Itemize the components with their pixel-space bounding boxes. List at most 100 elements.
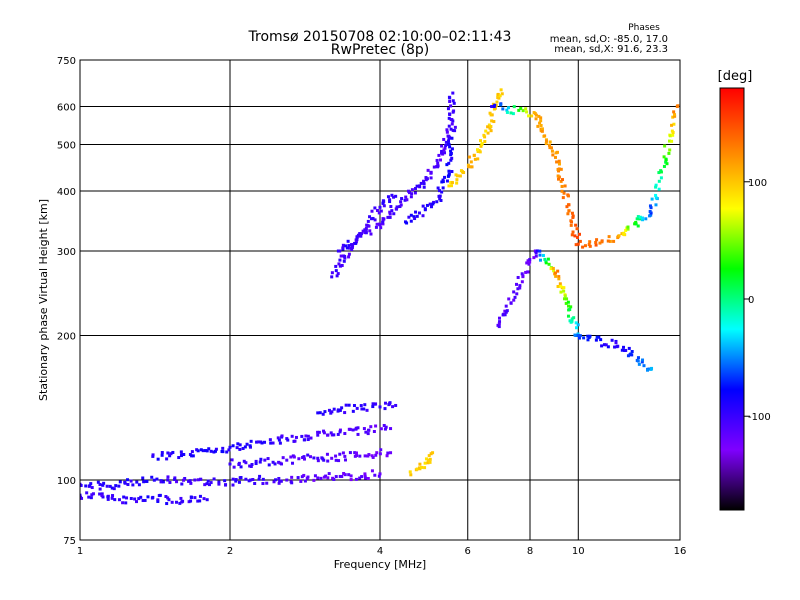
data-point — [201, 449, 205, 453]
data-point — [334, 264, 338, 268]
data-point — [150, 475, 154, 479]
data-point — [230, 458, 234, 462]
data-point — [430, 204, 434, 208]
data-point — [245, 442, 249, 446]
data-point — [497, 316, 501, 320]
data-point — [392, 195, 396, 199]
data-point — [549, 146, 553, 150]
data-point — [110, 496, 114, 500]
data-point — [190, 454, 194, 458]
data-point — [505, 108, 509, 112]
data-point — [316, 430, 320, 434]
data-point — [236, 442, 240, 446]
data-point — [445, 128, 449, 132]
data-point — [566, 314, 570, 318]
data-point — [450, 122, 454, 126]
data-point — [342, 471, 346, 475]
data-point — [520, 280, 524, 284]
x-tick-label: 2 — [227, 546, 233, 557]
data-point — [635, 217, 639, 221]
data-point — [182, 478, 186, 482]
chart-subtitle: RwPretec (8p) — [331, 42, 429, 58]
data-point — [665, 162, 669, 166]
data-point — [449, 158, 453, 162]
data-point — [135, 500, 139, 504]
data-point — [373, 473, 377, 477]
data-point — [524, 270, 528, 274]
data-point — [511, 112, 515, 116]
data-point — [347, 246, 351, 250]
data-point — [343, 473, 347, 477]
data-point — [168, 480, 172, 484]
data-point — [562, 289, 566, 293]
data-point — [254, 462, 258, 466]
data-point — [429, 170, 433, 174]
data-point — [548, 146, 552, 150]
data-point — [80, 496, 84, 500]
data-point — [121, 501, 125, 505]
data-point — [137, 497, 141, 501]
chart-title: Tromsø 20150708 02:10:00–02:11:43 — [248, 29, 512, 45]
y-tick-label: 600 — [57, 103, 76, 114]
data-point — [281, 456, 285, 460]
data-point — [338, 452, 342, 456]
data-point — [381, 220, 385, 224]
data-point — [370, 454, 374, 458]
data-point — [156, 498, 160, 502]
data-point — [512, 298, 516, 302]
data-point — [377, 474, 381, 478]
data-point — [536, 124, 540, 128]
data-point — [238, 447, 242, 451]
data-point — [260, 441, 264, 445]
data-point — [452, 101, 456, 105]
data-point — [518, 284, 522, 288]
data-point — [423, 461, 427, 465]
data-point — [198, 499, 202, 503]
plot-area: 1 2 4 6 8 10 16 75 100 200 300 400 500 600 750 — [57, 56, 686, 557]
data-point — [239, 476, 243, 480]
data-point — [189, 481, 193, 485]
data-point — [196, 499, 200, 503]
data-point — [515, 292, 519, 296]
data-point — [440, 180, 444, 184]
data-point — [338, 264, 342, 268]
data-point — [266, 457, 270, 461]
data-point — [435, 158, 439, 162]
data-point — [152, 478, 156, 482]
data-point — [161, 480, 165, 484]
data-point — [441, 180, 445, 184]
data-point — [573, 234, 577, 238]
data-point — [574, 321, 578, 325]
data-point — [390, 209, 394, 213]
data-point — [415, 214, 419, 218]
data-point — [337, 459, 341, 463]
data-point — [483, 140, 487, 144]
data-point — [561, 178, 565, 182]
data-point — [146, 495, 150, 499]
data-point — [343, 432, 347, 436]
data-point — [538, 121, 542, 125]
data-point — [324, 474, 328, 478]
data-point — [166, 478, 170, 482]
data-point — [363, 474, 367, 478]
data-point — [351, 409, 355, 413]
data-point — [445, 179, 449, 183]
data-point — [438, 158, 442, 162]
data-point — [447, 184, 451, 188]
data-point — [557, 277, 561, 281]
data-point — [449, 127, 453, 131]
data-point — [334, 458, 338, 462]
data-point — [279, 462, 283, 466]
data-point — [213, 449, 217, 453]
data-point — [158, 493, 162, 497]
data-point — [610, 338, 614, 342]
data-point — [155, 477, 159, 481]
data-point — [638, 215, 642, 219]
data-point — [431, 451, 435, 455]
data-point — [122, 495, 126, 499]
data-point — [274, 478, 278, 482]
data-point — [556, 168, 560, 172]
y-tick-label: 100 — [57, 476, 76, 487]
data-point — [525, 110, 529, 114]
data-point — [569, 320, 573, 324]
